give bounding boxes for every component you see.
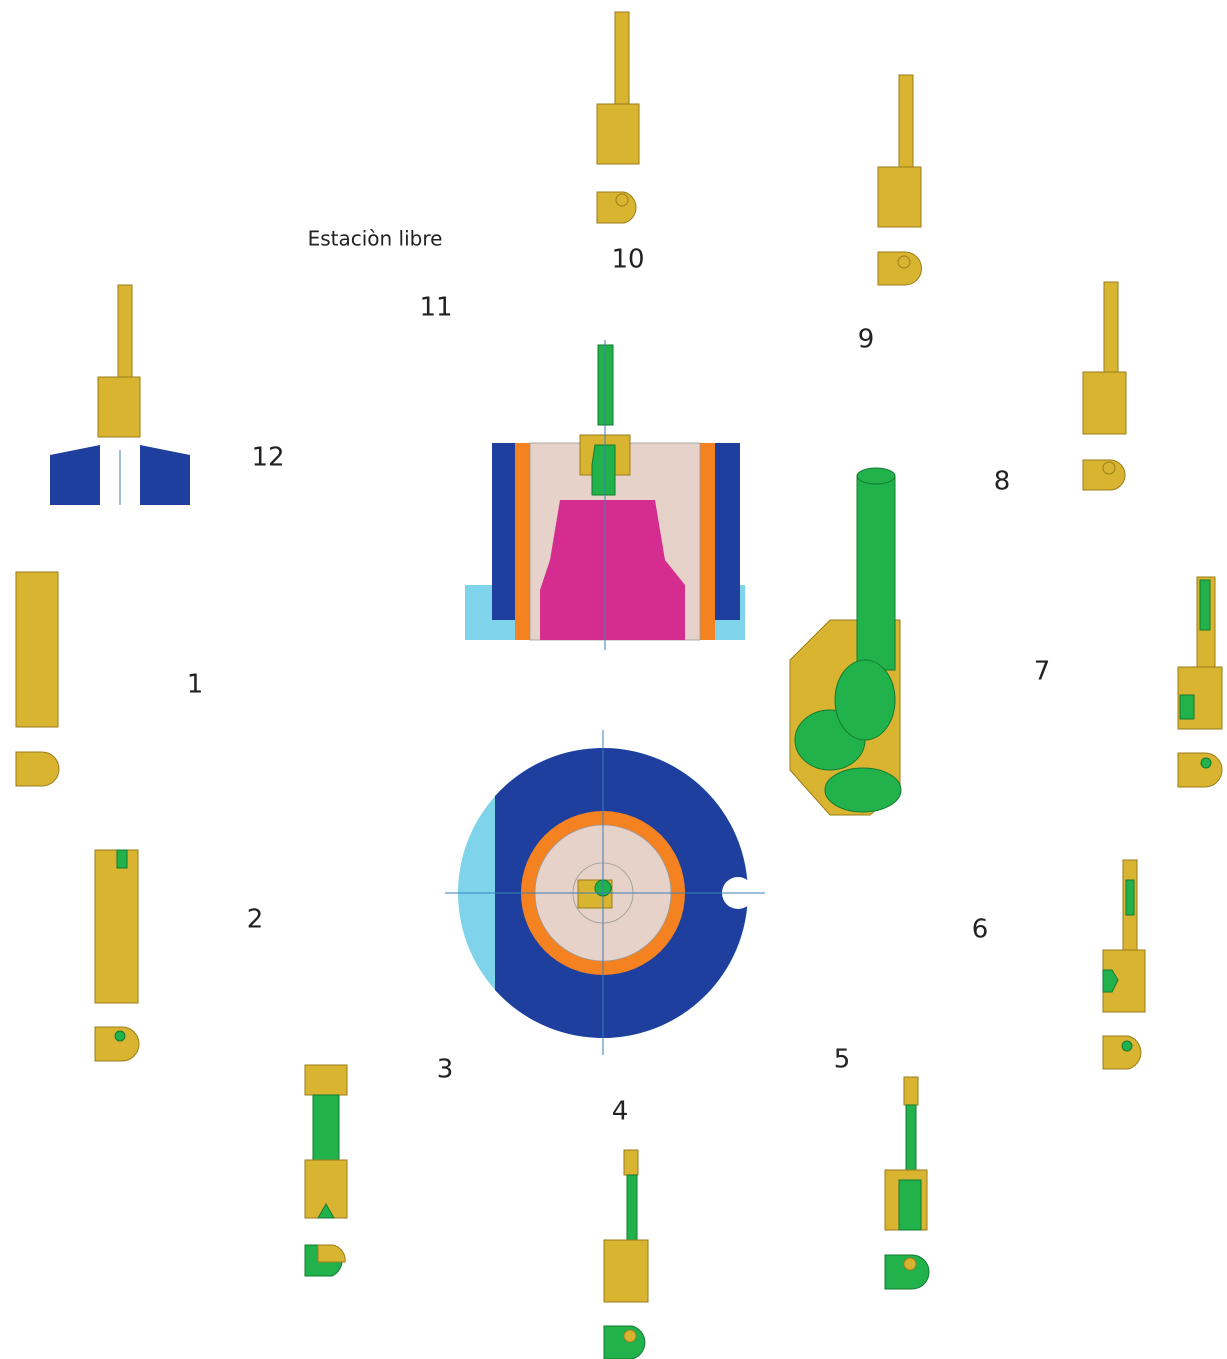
station-label: 12 [251,443,284,473]
station-label: 11 [419,293,452,323]
parts [15,11,1223,1359]
station-label: 4 [612,1097,629,1127]
station-label: 10 [611,245,644,275]
station-label: 1 [187,670,204,700]
station-label: 8 [994,467,1011,497]
station-label: 5 [834,1045,851,1075]
station-label: 9 [858,325,875,355]
free-station-note: Estaciòn libre [308,227,443,251]
station-label: 3 [437,1055,454,1085]
station-label: 7 [1034,657,1051,687]
station-label: 6 [972,915,989,945]
station-label: 2 [247,905,264,935]
